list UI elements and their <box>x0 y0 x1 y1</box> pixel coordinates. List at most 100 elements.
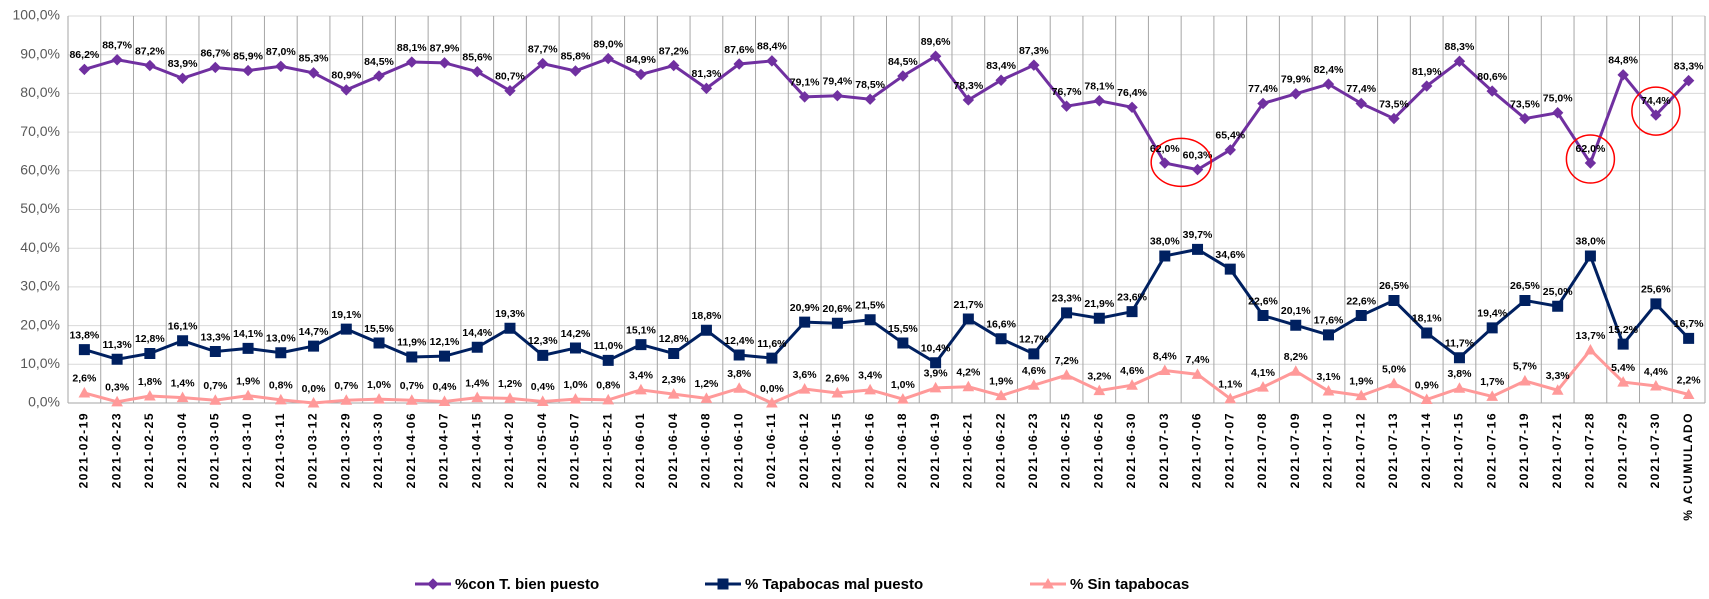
point <box>176 391 189 403</box>
data-label: 0,4% <box>531 381 556 393</box>
data-label: 0,8% <box>269 380 294 392</box>
x-tick-label: 2021-07-07 <box>1222 412 1236 488</box>
data-label: 60,3% <box>1183 149 1213 161</box>
x-tick-label: 2021-06-16 <box>862 412 876 488</box>
data-label: 11,0% <box>594 340 624 352</box>
data-label: 82,4% <box>1314 64 1344 76</box>
data-label: 79,4% <box>822 76 852 88</box>
point <box>1028 59 1040 71</box>
point <box>340 394 353 405</box>
point <box>144 59 156 72</box>
data-label: 73,5% <box>1510 98 1540 110</box>
point <box>274 393 287 405</box>
point <box>1289 365 1302 376</box>
point <box>635 68 647 81</box>
x-tick-label: 2021-06-08 <box>699 412 713 488</box>
point <box>438 395 451 406</box>
legend-item: % Sin tapabocas <box>1030 576 1189 593</box>
x-tick-label: 2021-07-30 <box>1648 412 1662 488</box>
point <box>1421 327 1433 339</box>
data-label: 15,1% <box>626 324 656 336</box>
point <box>897 393 909 404</box>
point <box>111 353 123 365</box>
data-label: 3,8% <box>727 368 752 380</box>
data-label: 1,0% <box>367 379 392 391</box>
point <box>1421 80 1433 92</box>
point <box>1027 379 1040 390</box>
point <box>1519 374 1531 386</box>
point <box>1355 389 1368 401</box>
data-label: 5,0% <box>1382 363 1407 375</box>
data-label: 13,8% <box>69 329 99 341</box>
data-label: 88,1% <box>397 42 427 54</box>
data-label: 2,6% <box>72 373 97 385</box>
data-label: 0,7% <box>400 380 425 392</box>
x-tick-label: 2021-07-06 <box>1190 412 1204 488</box>
point <box>766 352 778 364</box>
point <box>1617 376 1629 387</box>
x-tick-label: 2021-06-22 <box>993 412 1007 488</box>
legend-label: % Sin tapabocas <box>1070 576 1189 593</box>
data-label: 77,4% <box>1346 83 1376 95</box>
data-label: 1,7% <box>1480 376 1505 388</box>
point <box>1650 379 1662 391</box>
data-label: 0,7% <box>334 380 359 392</box>
point <box>1257 97 1269 110</box>
data-label: 62,0% <box>1576 143 1606 155</box>
x-tick-label: 2021-07-29 <box>1615 412 1629 488</box>
data-label: 76,7% <box>1052 86 1082 98</box>
y-tick-label: 0,0% <box>28 394 60 410</box>
x-tick-label: 2021-06-26 <box>1091 412 1105 488</box>
x-tick-label: 2021-02-25 <box>142 412 156 488</box>
point <box>1126 379 1138 390</box>
data-label: 20,9% <box>790 302 820 314</box>
data-label: 2,3% <box>662 374 687 386</box>
x-tick-label: 2021-06-23 <box>1026 412 1040 488</box>
data-label: 2,2% <box>1677 374 1702 386</box>
data-label: 89,0% <box>593 38 623 50</box>
point <box>1584 343 1597 355</box>
x-tick-label: % ACUMULADO <box>1681 412 1695 521</box>
data-label: 16,7% <box>1674 318 1704 330</box>
x-tick-label: 2021-07-19 <box>1517 412 1531 488</box>
data-label: 19,1% <box>331 309 361 321</box>
point <box>1355 97 1367 110</box>
point <box>602 354 614 366</box>
point <box>1322 78 1335 90</box>
x-tick-label: 2021-05-07 <box>568 412 582 488</box>
data-label: 8,2% <box>1284 351 1309 363</box>
data-label: 15,5% <box>364 323 394 335</box>
data-label: 39,7% <box>1183 229 1213 241</box>
point <box>209 394 222 405</box>
point <box>1453 55 1466 67</box>
data-label: 38,0% <box>1576 236 1606 248</box>
data-label: 26,5% <box>1379 280 1409 292</box>
point <box>1486 390 1499 401</box>
data-label: 76,4% <box>1117 87 1147 99</box>
point <box>1290 88 1302 100</box>
point <box>536 395 549 406</box>
point <box>1224 263 1236 275</box>
point <box>1290 319 1302 331</box>
x-tick-label: 2021-07-14 <box>1419 412 1433 488</box>
legend-marker <box>427 578 439 590</box>
legend-marker <box>717 578 729 590</box>
data-label: 87,2% <box>135 45 165 57</box>
point <box>242 389 254 401</box>
point <box>1158 364 1171 375</box>
data-label: 1,4% <box>171 377 196 389</box>
data-label: 78,1% <box>1084 81 1114 93</box>
point <box>1682 74 1695 87</box>
point <box>1257 381 1269 392</box>
point <box>995 333 1007 345</box>
point <box>995 389 1007 401</box>
data-label: 74,4% <box>1641 95 1671 107</box>
x-tick-label: 2021-06-10 <box>731 412 745 488</box>
point <box>1453 382 1466 393</box>
data-label: 13,0% <box>266 332 296 344</box>
y-tick-label: 10,0% <box>20 355 60 371</box>
point <box>1551 384 1564 395</box>
point <box>1388 294 1400 306</box>
data-label: 80,7% <box>495 70 525 82</box>
data-label: 14,7% <box>299 326 329 338</box>
